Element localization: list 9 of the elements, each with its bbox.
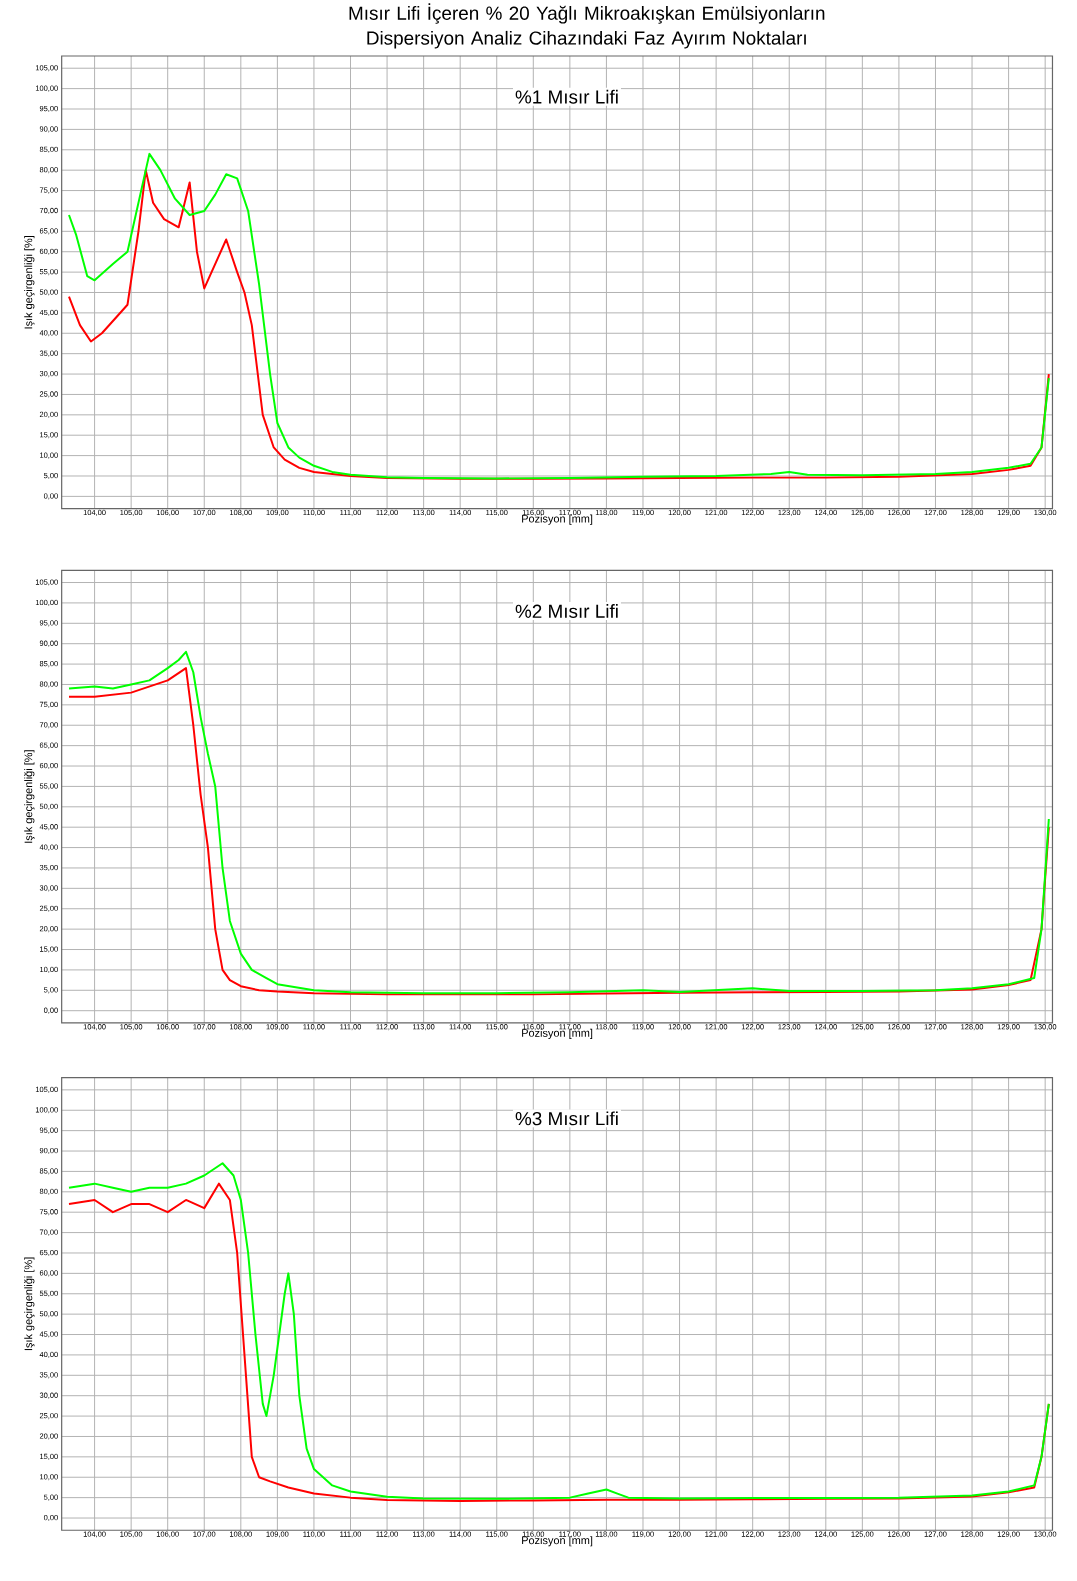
text: %1 Mısır Lifi — [515, 89, 618, 104]
x-axis-title: Pozisyon [mm] — [521, 514, 592, 525]
y-axis-title: Işık geçirgenliği [%] — [23, 1257, 35, 1351]
text: %2 Mısır Lifi — [515, 604, 618, 618]
chart-title: Mısır Lifi İçeren % 20 Yağlı Mikroakışkan Emülsiyonların Dispersiyon Analiz Cihazındaki Faz Ayırım Noktaları — [349, 3, 825, 49]
x-axis-title: Pozisyon [mm] — [521, 1536, 592, 1547]
y-axis-title: Işık geçirgenliği [%] — [23, 750, 35, 843]
y-axis-title: Işık geçirgenliği [%] — [23, 235, 35, 329]
text: %3 Mısır Lifi — [515, 1111, 618, 1126]
